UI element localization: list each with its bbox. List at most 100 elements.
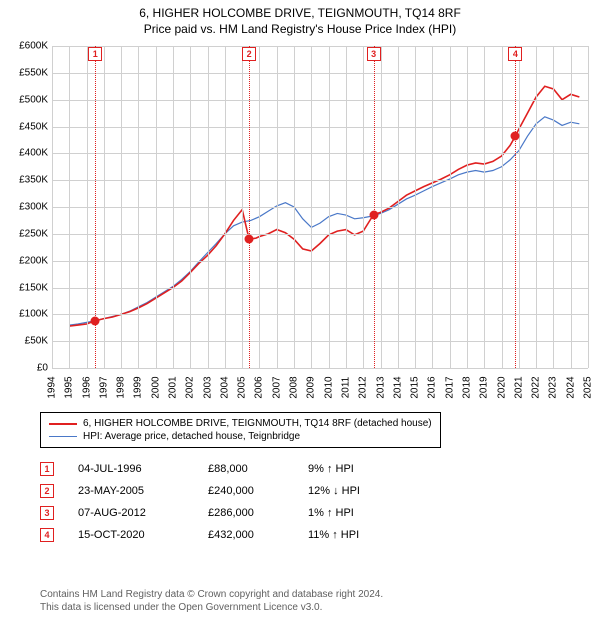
gridline-v: [346, 46, 347, 368]
gridline-h: [52, 127, 588, 128]
xtick-label: 2013: [375, 376, 386, 398]
gridline-v: [277, 46, 278, 368]
sale-marker-line: [374, 46, 375, 368]
legend-label: 6, HIGHER HOLCOMBE DRIVE, TEIGNMOUTH, TQ…: [83, 418, 432, 429]
xtick-label: 2000: [150, 376, 161, 398]
gridline-h: [52, 314, 588, 315]
gridline-v: [329, 46, 330, 368]
sale-row: 223-MAY-2005£240,00012% ↓ HPI: [40, 480, 428, 502]
sale-row: 415-OCT-2020£432,00011% ↑ HPI: [40, 524, 428, 546]
gridline-v: [519, 46, 520, 368]
sale-row-price: £88,000: [208, 463, 308, 475]
xtick-label: 2020: [496, 376, 507, 398]
xtick-label: 1994: [47, 376, 58, 398]
sale-marker-badge: 3: [367, 47, 381, 61]
footer-line-1: Contains HM Land Registry data © Crown c…: [40, 588, 383, 601]
xtick-label: 2021: [513, 376, 524, 398]
sale-row-date: 04-JUL-1996: [78, 463, 208, 475]
xtick-label: 2014: [392, 376, 403, 398]
sale-row-price: £286,000: [208, 507, 308, 519]
xtick-label: 1999: [133, 376, 144, 398]
chart-subtitle: Price paid vs. HM Land Registry's House …: [0, 20, 600, 40]
footer-attribution: Contains HM Land Registry data © Crown c…: [40, 588, 383, 614]
ytick-label: £500K: [19, 94, 48, 105]
gridline-v: [398, 46, 399, 368]
ytick-label: £400K: [19, 148, 48, 159]
xtick-label: 1997: [98, 376, 109, 398]
gridline-v: [553, 46, 554, 368]
sale-marker-badge: 2: [242, 47, 256, 61]
ytick-label: £600K: [19, 41, 48, 52]
xtick-label: 2009: [306, 376, 317, 398]
gridline-h: [52, 153, 588, 154]
sales-table: 104-JUL-1996£88,0009% ↑ HPI223-MAY-2005£…: [40, 458, 428, 546]
gridline-v: [571, 46, 572, 368]
gridline-h: [52, 234, 588, 235]
xtick-label: 2004: [219, 376, 230, 398]
xtick-label: 2016: [427, 376, 438, 398]
sale-dot: [91, 316, 100, 325]
sale-dot: [245, 235, 254, 244]
gridline-v: [467, 46, 468, 368]
gridline-v: [69, 46, 70, 368]
xtick-label: 2024: [565, 376, 576, 398]
gridline-h: [52, 73, 588, 74]
legend-row: HPI: Average price, detached house, Teig…: [49, 430, 432, 443]
sale-row-pct: 1% ↑ HPI: [308, 507, 428, 519]
gridline-v: [104, 46, 105, 368]
xtick-label: 2011: [340, 377, 351, 399]
gridline-v: [87, 46, 88, 368]
gridline-v: [311, 46, 312, 368]
gridline-v: [208, 46, 209, 368]
gridline-h: [52, 288, 588, 289]
footer-line-2: This data is licensed under the Open Gov…: [40, 601, 383, 614]
sale-marker-badge: 4: [508, 47, 522, 61]
sale-marker-badge: 1: [88, 47, 102, 61]
xtick-label: 2010: [323, 376, 334, 398]
gridline-v: [259, 46, 260, 368]
ytick-label: £550K: [19, 67, 48, 78]
gridline-h: [52, 261, 588, 262]
ytick-label: £450K: [19, 121, 48, 132]
xtick-label: 2012: [358, 376, 369, 398]
gridline-v: [190, 46, 191, 368]
sale-row-marker: 4: [40, 528, 54, 542]
gridline-v: [138, 46, 139, 368]
xtick-label: 2003: [202, 376, 213, 398]
sale-row-price: £432,000: [208, 529, 308, 541]
gridline-v: [415, 46, 416, 368]
ytick-label: £300K: [19, 202, 48, 213]
gridline-v: [484, 46, 485, 368]
sale-marker-line: [249, 46, 250, 368]
gridline-v: [502, 46, 503, 368]
gridline-v: [121, 46, 122, 368]
gridline-h: [52, 368, 588, 369]
xtick-label: 2019: [479, 376, 490, 398]
chart-title: 6, HIGHER HOLCOMBE DRIVE, TEIGNMOUTH, TQ…: [0, 0, 600, 20]
xtick-label: 2007: [271, 376, 282, 398]
gridline-v: [363, 46, 364, 368]
gridline-v: [432, 46, 433, 368]
xtick-label: 2018: [461, 376, 472, 398]
ytick-label: £150K: [19, 282, 48, 293]
xtick-label: 2002: [185, 376, 196, 398]
gridline-v: [536, 46, 537, 368]
sale-row-pct: 12% ↓ HPI: [308, 485, 428, 497]
sale-row-price: £240,000: [208, 485, 308, 497]
sale-row: 104-JUL-1996£88,0009% ↑ HPI: [40, 458, 428, 480]
gridline-v: [381, 46, 382, 368]
ytick-label: £0: [37, 363, 48, 374]
xtick-label: 2006: [254, 376, 265, 398]
xtick-label: 2025: [583, 376, 594, 398]
sale-marker-line: [515, 46, 516, 368]
sale-row-date: 15-OCT-2020: [78, 529, 208, 541]
chart-area: £0£50K£100K£150K£200K£250K£300K£350K£400…: [0, 38, 600, 408]
ytick-label: £200K: [19, 255, 48, 266]
gridline-v: [156, 46, 157, 368]
legend-swatch: [49, 436, 77, 437]
gridline-v: [450, 46, 451, 368]
xtick-label: 1996: [81, 376, 92, 398]
gridline-v: [242, 46, 243, 368]
xtick-label: 2001: [168, 376, 179, 398]
sale-dot: [511, 132, 520, 141]
